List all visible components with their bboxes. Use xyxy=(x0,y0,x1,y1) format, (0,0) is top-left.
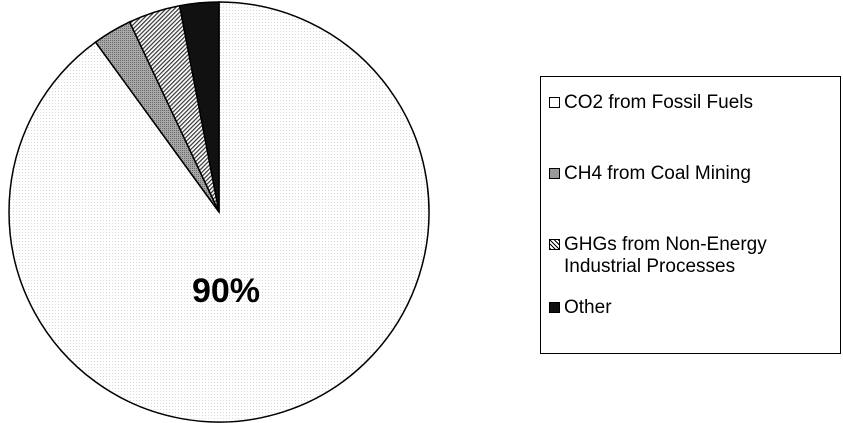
legend-label-other: Other xyxy=(564,297,612,318)
legend-swatch-other xyxy=(549,302,560,313)
legend-item-ch4: CH4 from Coal Mining xyxy=(549,163,751,185)
legend-swatch-co2 xyxy=(549,97,560,108)
legend-label-ghg: GHGs from Non-Energy Industrial Processe… xyxy=(564,234,767,277)
data-label-co2: 90% xyxy=(192,272,260,310)
legend-swatch-ch4 xyxy=(549,168,560,179)
legend-swatch-ghg xyxy=(549,239,560,250)
legend-label-co2: CO2 from Fossil Fuels xyxy=(564,92,753,113)
legend-item-other: Other xyxy=(549,297,612,319)
pie-slice-other xyxy=(178,1,220,213)
legend-label-ch4: CH4 from Coal Mining xyxy=(564,163,751,184)
legend-item-co2: CO2 from Fossil Fuels xyxy=(549,92,753,114)
legend: CO2 from Fossil Fuels CH4 from Coal Mini… xyxy=(540,76,841,354)
legend-item-ghg: GHGs from Non-Energy Industrial Processe… xyxy=(549,234,767,278)
